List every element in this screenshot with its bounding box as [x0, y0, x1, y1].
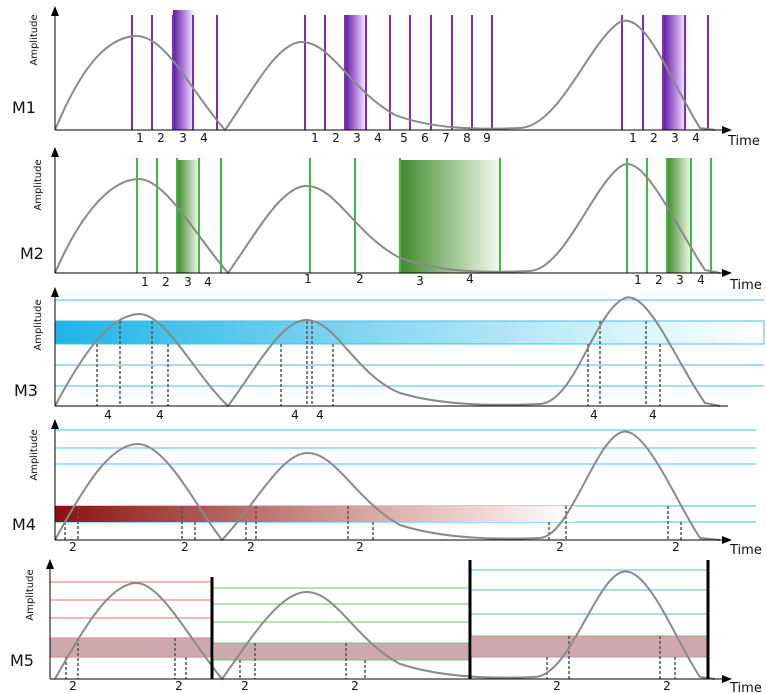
m1-time-label: Time	[727, 134, 760, 149]
svg-text:1: 1	[141, 275, 149, 289]
m5-tick-labels: 2 2 2 2 2 2	[69, 679, 671, 693]
m3-signal-curve	[55, 297, 720, 406]
m5-time-label: Time	[729, 681, 762, 693]
svg-text:2: 2	[181, 540, 189, 554]
m2-signal-curve	[55, 164, 720, 273]
m1-ylabel: Amplitude	[29, 14, 40, 65]
svg-text:4: 4	[200, 131, 208, 145]
svg-text:4: 4	[156, 408, 164, 422]
panel-m4: Amplitude M4 Time 2 2 2 2 2 2	[12, 419, 762, 558]
svg-text:4: 4	[466, 272, 474, 286]
m1-window-block-3	[663, 15, 685, 130]
m5-band-right	[472, 636, 708, 657]
m5-ylabel: Amplitude	[25, 569, 36, 620]
m1-signal-curve	[55, 21, 715, 130]
svg-text:4: 4	[649, 408, 657, 422]
svg-text:2: 2	[556, 540, 564, 554]
svg-text:8: 8	[463, 131, 471, 145]
svg-text:2: 2	[69, 679, 77, 693]
svg-text:9: 9	[483, 131, 491, 145]
m4-time-label: Time	[729, 543, 762, 558]
m2-time-label: Time	[729, 278, 762, 293]
svg-text:2: 2	[69, 540, 77, 554]
m3-label: M3	[14, 381, 38, 400]
svg-text:2: 2	[162, 275, 170, 289]
svg-text:1: 1	[311, 131, 319, 145]
svg-text:2: 2	[663, 679, 671, 693]
svg-text:2: 2	[332, 131, 340, 145]
svg-text:4: 4	[204, 275, 212, 289]
svg-text:1: 1	[304, 272, 312, 286]
m3-ylabel: Amplitude	[33, 299, 44, 350]
svg-text:6: 6	[421, 131, 429, 145]
m5-label: M5	[10, 651, 34, 670]
m2-window-block-2	[400, 160, 500, 273]
m3-tick-labels: 4 4 4 4 4 4	[104, 408, 657, 422]
svg-text:4: 4	[291, 408, 299, 422]
m5-band-left	[50, 638, 212, 657]
m1-x-axis-arrow	[722, 126, 732, 134]
m1-window-block-2	[345, 15, 365, 130]
svg-text:3: 3	[184, 275, 192, 289]
svg-text:2: 2	[356, 540, 364, 554]
m4-band	[55, 506, 575, 522]
m1-window-block-1	[173, 10, 193, 130]
svg-text:2: 2	[356, 272, 364, 286]
svg-text:4: 4	[590, 408, 598, 422]
panel-m3: Amplitude M3 4 4 4 4 4 4	[14, 287, 764, 422]
m1-sampling-lines	[132, 15, 708, 130]
m1-label: M1	[12, 98, 36, 117]
m4-y-axis-arrow	[51, 419, 59, 429]
m5-band-middle	[214, 643, 470, 660]
svg-text:2: 2	[650, 131, 658, 145]
svg-text:5: 5	[400, 131, 408, 145]
panel-m5: Amplitude M5 Time 2 2 2 2 2 2	[10, 559, 762, 693]
svg-text:3: 3	[179, 131, 187, 145]
svg-text:2: 2	[241, 679, 249, 693]
svg-text:1: 1	[136, 131, 144, 145]
svg-text:3: 3	[353, 131, 361, 145]
svg-text:2: 2	[655, 273, 663, 287]
svg-text:4: 4	[104, 408, 112, 422]
svg-text:4: 4	[692, 131, 700, 145]
svg-text:7: 7	[442, 131, 450, 145]
m4-ylabel: Amplitude	[29, 429, 40, 480]
svg-text:4: 4	[697, 273, 705, 287]
m4-tick-labels: 2 2 2 2 2 2	[69, 540, 680, 554]
m1-y-axis-arrow	[51, 6, 59, 16]
svg-text:2: 2	[247, 540, 255, 554]
m2-x-axis-arrow	[722, 269, 732, 277]
m2-y-axis-arrow	[51, 147, 59, 157]
m2-window-block-3	[667, 158, 691, 273]
m2-label: M2	[20, 244, 44, 263]
m3-y-axis-arrow	[51, 287, 59, 297]
svg-text:3: 3	[671, 131, 679, 145]
svg-text:1: 1	[629, 131, 637, 145]
svg-text:2: 2	[351, 679, 359, 693]
svg-text:2: 2	[175, 679, 183, 693]
svg-text:2: 2	[672, 540, 680, 554]
svg-text:1: 1	[634, 273, 642, 287]
m2-ylabel: Amplitude	[33, 159, 44, 210]
svg-text:2: 2	[157, 131, 165, 145]
m5-y-axis-arrow	[46, 559, 54, 569]
m2-window-block-1	[177, 160, 199, 273]
svg-text:3: 3	[416, 274, 424, 288]
svg-text:4: 4	[374, 131, 382, 145]
svg-text:3: 3	[676, 273, 684, 287]
svg-text:2: 2	[553, 679, 561, 693]
svg-text:4: 4	[316, 408, 324, 422]
m4-label: M4	[12, 515, 36, 534]
